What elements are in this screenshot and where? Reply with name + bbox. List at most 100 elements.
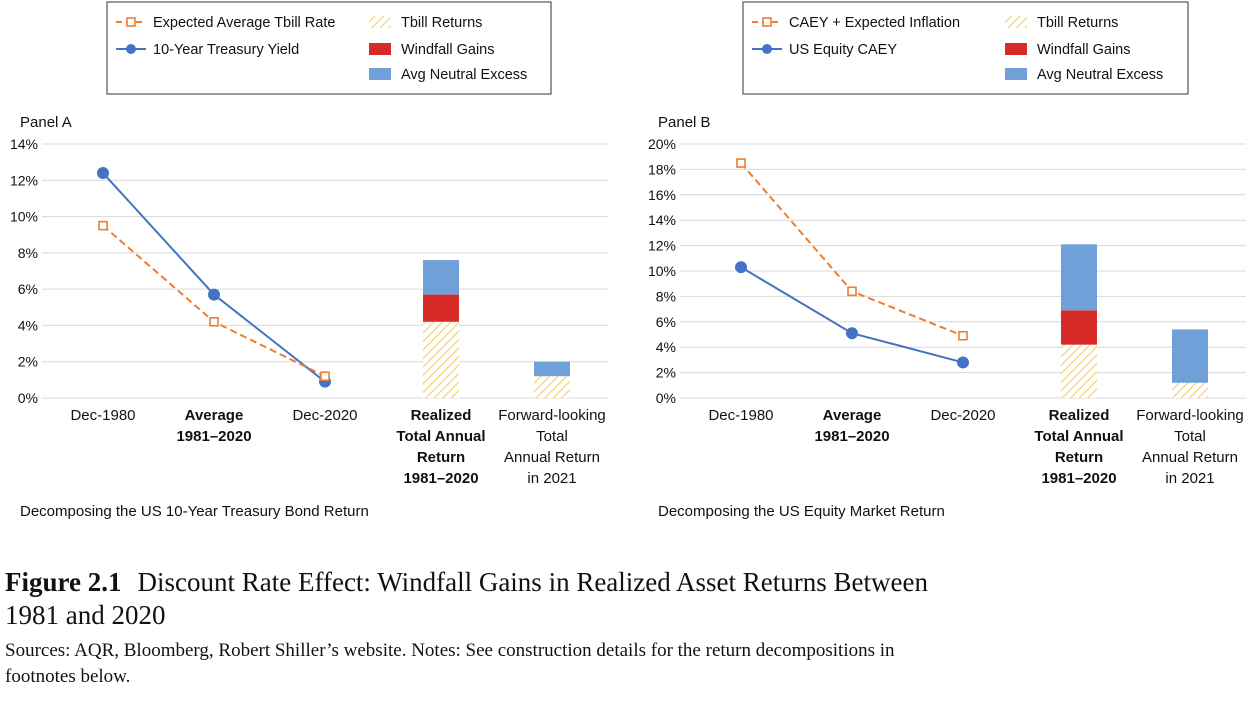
panel-b-dashed-series-point	[958, 330, 968, 341]
figure-caption: Figure 2.1 Discount Rate Effect: Windfall…	[5, 566, 1205, 690]
panel-b-panel-label: Panel B	[658, 114, 711, 131]
panel-b-x-category-label: Annual Return	[1142, 449, 1238, 466]
panel-b-x-category-label: Total Annual	[1034, 428, 1123, 445]
panel-b-legend-hatch-label: Tbill Returns	[1037, 15, 1118, 31]
panel-a-tbill-bar-segment	[423, 321, 459, 398]
panel-b-x-category-label: 1981–2020	[1041, 470, 1116, 487]
panel-b-subtitle: Decomposing the US Equity Market Return	[658, 503, 945, 520]
panel-b-y-tick-label: 20%	[648, 136, 676, 152]
panel-b-legend-red-swatch	[1005, 43, 1027, 55]
panel-a-x-category-label: Realized	[411, 407, 472, 424]
panel-b-legend-red-label: Windfall Gains	[1037, 42, 1130, 58]
panel-b-y-tick-label: 12%	[648, 238, 676, 254]
panel-a-solid-series-point	[97, 167, 109, 180]
panel-a-solid-series-point	[208, 288, 220, 301]
panel-b-solid-series-point	[846, 327, 858, 340]
panel-a-legend-square-marker	[126, 17, 136, 27]
panel-b-neutral-excess-bar-segment	[1061, 244, 1097, 311]
panel-a-dashed-series-point	[98, 220, 108, 231]
panel-a-dashed-series-point	[320, 371, 330, 382]
panel-a-legend-blue-swatch	[369, 68, 391, 80]
panel-b-y-tick-label: 0%	[656, 390, 676, 406]
panel-a-tbill-bar-segment	[534, 376, 570, 398]
panel-a-y-tick-label: 4%	[18, 317, 38, 333]
panel-b-legend-dashed-label: CAEY + Expected Inflation	[789, 15, 960, 31]
sources-line-1: Sources: AQR, Bloomberg, Robert Shiller’…	[5, 640, 895, 661]
panel-a-legend-dashed-label: Expected Average Tbill Rate	[153, 15, 335, 31]
panel-b-x-category-label: 1981–2020	[814, 428, 889, 445]
panel-b-x-category-label: Dec-1980	[708, 407, 773, 424]
panel-b-chart: CAEY + Expected Inflation US Equity CAEY T…	[648, 1, 1246, 520]
panel-a-chart: Expected Average Tbill Rate 10-Year Treas…	[10, 1, 608, 520]
panel-a-x-category-label: Annual Return	[504, 449, 600, 466]
figure-charts: Expected Average Tbill Rate 10-Year Treas…	[10, 1, 1246, 520]
panel-b-legend-blue-label: Avg Neutral Excess	[1037, 67, 1163, 83]
panel-a-x-category-label: Total	[536, 428, 568, 445]
panel-b-y-tick-label: 10%	[648, 263, 676, 279]
panel-a-dashed-series-line	[102, 224, 326, 378]
figure-number: Figure 2.1	[5, 567, 122, 597]
panel-b-dashed-series-point	[847, 286, 857, 297]
panel-b-neutral-excess-bar-segment	[1172, 329, 1208, 383]
sources-line-2: footnotes below.	[5, 666, 131, 687]
panel-a-legend-blue-label: Avg Neutral Excess	[401, 67, 527, 83]
panel-a-x-category-label: Return	[417, 449, 465, 466]
panel-a-x-category-label: 1981–2020	[403, 470, 478, 487]
panel-b-legend-blue-swatch	[1005, 68, 1027, 80]
panel-a-solid-series-line	[102, 172, 326, 383]
panel-b-legend-box	[742, 1, 1189, 95]
panel-b-x-category-label: Forward-looking	[1136, 407, 1244, 424]
panel-b-solid-series-point	[957, 356, 969, 369]
panel-a-x-category-label: Dec-1980	[70, 407, 135, 424]
panel-b-x-category-label: Realized	[1049, 407, 1110, 424]
figure-sources: Sources: AQR, Bloomberg, Robert Shiller’…	[5, 638, 1205, 690]
panel-a-legend-circle-marker	[126, 44, 136, 54]
panel-a-legend-red-swatch	[369, 43, 391, 55]
panel-b-legend-hatch-swatch	[1005, 16, 1027, 28]
panel-a-neutral-excess-bar-segment	[534, 361, 570, 377]
panel-a-y-tick-label: 14%	[10, 136, 38, 152]
panel-a-x-category-label: Dec-2020	[292, 407, 357, 424]
figure-title-line-2: 1981 and 2020	[5, 600, 166, 630]
panel-a-y-tick-label: 0%	[18, 390, 38, 406]
panel-a-y-tick-label: 12%	[10, 172, 38, 188]
panel-a-y-tick-label: 2%	[18, 354, 38, 370]
panel-a-subtitle: Decomposing the US 10-Year Treasury Bond…	[20, 503, 369, 520]
panel-a-legend-solid-label: 10-Year Treasury Yield	[153, 42, 299, 58]
panel-b-x-category-label: Total	[1174, 428, 1206, 445]
panel-b-y-tick-label: 6%	[656, 314, 676, 330]
panel-b-legend-solid-label: US Equity CAEY	[789, 42, 897, 58]
panel-b-legend-square-marker	[762, 17, 772, 27]
panel-a-y-tick-label: 10%	[10, 209, 38, 225]
panel-b-y-tick-label: 2%	[656, 365, 676, 381]
panel-b-solid-series-line	[740, 266, 964, 364]
panel-a-panel-label: Panel A	[20, 114, 72, 131]
panel-a-legend-box	[106, 1, 552, 95]
panel-a-legend-red-label: Windfall Gains	[401, 42, 494, 58]
panel-b-tbill-bar-segment	[1061, 344, 1097, 398]
panel-a-legend-hatch-label: Tbill Returns	[401, 15, 482, 31]
panel-b-y-tick-label: 14%	[648, 212, 676, 228]
panel-b-windfall-bar-segment	[1061, 310, 1097, 345]
panel-a-dashed-series-point	[209, 316, 219, 327]
panel-b-solid-series-point	[735, 261, 747, 274]
panel-b-y-tick-label: 4%	[656, 339, 676, 355]
panel-b-dashed-series-line	[740, 162, 964, 337]
panel-a-x-category-label: Total Annual	[396, 428, 485, 445]
panel-b-y-tick-label: 8%	[656, 288, 676, 304]
panel-b-y-tick-label: 16%	[648, 187, 676, 203]
panel-b-x-category-label: Dec-2020	[930, 407, 995, 424]
figure-title: Discount Rate Effect: Windfall Gains in …	[137, 567, 928, 597]
panel-a-x-category-label: in 2021	[527, 470, 576, 487]
panel-b-x-category-label: Average	[823, 407, 882, 424]
panel-a-legend-hatch-swatch	[369, 16, 391, 28]
panel-b-legend-circle-marker	[762, 44, 772, 54]
panel-a-x-category-label: 1981–2020	[176, 428, 251, 445]
panel-a-y-tick-label: 6%	[18, 281, 38, 297]
panel-a-x-category-label: Average	[185, 407, 244, 424]
panel-a-neutral-excess-bar-segment	[423, 260, 459, 295]
panel-b-dashed-series-point	[736, 158, 746, 168]
panel-a-y-tick-label: 8%	[18, 245, 38, 261]
panel-b-x-category-label: Return	[1055, 449, 1103, 466]
panel-a-x-category-label: Forward-looking	[498, 407, 606, 424]
